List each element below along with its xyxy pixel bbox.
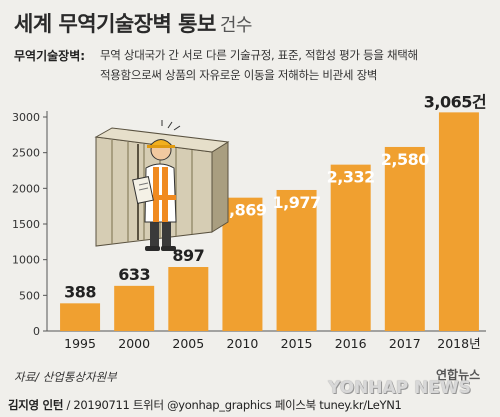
y-tick-label: 2000 [12, 182, 40, 195]
definition-line-1: 무역 상대국가 간 서로 다른 기술규정, 표준, 적합성 평가 등을 채택해 [100, 48, 418, 62]
credit-details: / 20190711 트위터 @yonhap_graphics 페이스북 tun… [63, 398, 402, 412]
chart-bars: 388 633 897 1,869 1,977 2,332 2,580 3,065건 [60, 92, 487, 331]
chart-subtitle: 건수 [219, 15, 253, 36]
logo-korean-text: 연합뉴스 [436, 368, 481, 382]
chart-axes: 0 500 1000 1500 2000 2500 3000 1995 2000 2005 2010… [12, 111, 486, 351]
bar [60, 303, 101, 331]
x-tick-label: 2018년 [437, 336, 480, 351]
bar [114, 285, 155, 331]
x-tick-label: 2005 [172, 336, 204, 351]
bar [330, 164, 371, 331]
bar [438, 112, 479, 331]
y-tick-label: 1000 [12, 254, 40, 267]
definition-line-2: 적용함으로써 상품의 자유로운 이동을 저해하는 비관세 장벽 [100, 68, 378, 82]
bar-value-label: 897 [172, 246, 204, 265]
bar-value-label: 388 [64, 282, 96, 301]
yonhap-logo: 연합뉴스 YONHAP NEWS [322, 366, 494, 406]
y-tick-label: 1500 [12, 218, 40, 231]
bar [222, 197, 263, 331]
bar [276, 189, 317, 331]
x-tick-label: 2016 [335, 336, 367, 351]
y-tick-label: 0 [33, 325, 40, 338]
chart-title-text: 세계 무역기술장벽 통보 [14, 12, 216, 36]
definition-label: 무역기술장벽: [14, 49, 86, 63]
y-tick-label: 3000 [12, 111, 40, 124]
x-tick-label: 2000 [118, 336, 150, 351]
x-tick-label: 1995 [64, 336, 96, 351]
y-tick-label: 2500 [12, 147, 40, 160]
source-note: 자료/ 산업통상자원부 [14, 370, 117, 384]
credit-line: 김지영 인턴 / 20190711 트위터 @yonhap_graphics 페… [8, 397, 402, 413]
bar-value-label: 3,065건 [424, 92, 486, 111]
bar-value-label: 633 [118, 265, 150, 284]
bar-value-label: 2,580 [381, 150, 429, 169]
worker-illustration [94, 120, 230, 251]
chart-title: 세계 무역기술장벽 통보 건수 [14, 8, 252, 38]
y-tick-label: 500 [19, 289, 40, 302]
bar-value-label: 1,869 [218, 201, 266, 220]
x-tick-label: 2015 [281, 336, 313, 351]
author-name: 김지영 인턴 [8, 398, 64, 412]
bar [168, 267, 209, 331]
x-tick-label: 2017 [389, 336, 421, 351]
bar-value-label: 1,977 [273, 193, 321, 212]
worker-figure [132, 120, 181, 251]
bar [384, 146, 425, 331]
x-tick-label: 2010 [227, 336, 259, 351]
logo-english-text: YONHAP NEWS [328, 378, 471, 398]
bar-value-label: 2,332 [327, 168, 375, 187]
